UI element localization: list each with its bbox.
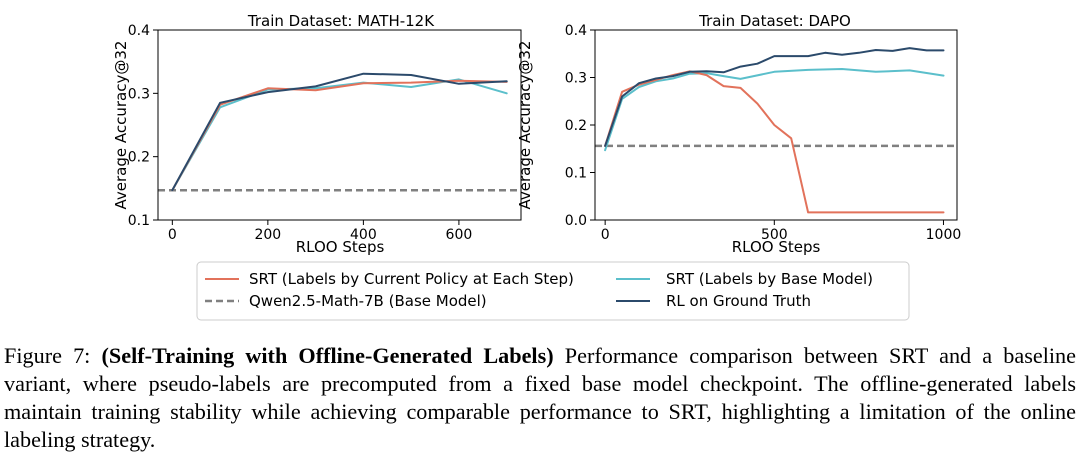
y-tick-label: 0.3 <box>565 71 587 87</box>
y-tick-label: 0.1 <box>128 213 150 229</box>
y-tick-label: 0.2 <box>565 118 587 134</box>
x-axis-label: RLOO Steps <box>732 238 821 256</box>
caption-title: (Self-Training with Offline-Generated La… <box>101 343 554 368</box>
figure-caption: Figure 7: (Self-Training with Offline-Ge… <box>4 342 1076 454</box>
caption-text: Performance comparison between SRT and a… <box>4 343 1076 452</box>
caption-label: Figure 7: <box>4 343 91 368</box>
y-tick-label: 0.4 <box>128 23 150 39</box>
x-tick-label: 0 <box>601 227 610 243</box>
chart-title: Train Dataset: DAPO <box>698 12 851 30</box>
legend-frame <box>196 261 910 321</box>
plot-frame <box>594 29 958 221</box>
y-tick-label: 0.2 <box>128 150 150 166</box>
y-tick-label: 0.3 <box>128 86 150 102</box>
series-line-rl-gt <box>171 72 508 192</box>
legend-label-baseline: Qwen2.5-Math-7B (Base Model) <box>249 292 487 310</box>
x-tick-label: 0 <box>168 227 177 243</box>
series-line-rl-gt <box>604 47 945 147</box>
series-line-srt-base <box>604 68 945 152</box>
chart-math12k: Train Dataset: MATH-12K Average Accuracy… <box>112 12 522 256</box>
chart-title: Train Dataset: MATH-12K <box>247 12 435 30</box>
y-tick-label: 0.1 <box>565 166 587 182</box>
plot-frame <box>157 29 522 221</box>
series-line-srt-base <box>171 78 508 192</box>
x-tick-label: 200 <box>254 227 281 243</box>
figure: Train Dataset: MATH-12K Average Accuracy… <box>112 12 961 321</box>
x-tick-label: 400 <box>350 227 377 243</box>
series-line-srt-current <box>604 70 945 214</box>
y-tick-label: 0.0 <box>565 213 587 229</box>
legend-label-srt-base: SRT (Labels by Base Model) <box>666 270 873 288</box>
y-tick-label: 0.4 <box>565 23 587 39</box>
y-axis-label: Average Accuracy@32 <box>516 41 534 210</box>
x-tick-label: 500 <box>761 227 788 243</box>
y-axis-label: Average Accuracy@32 <box>112 41 130 210</box>
legend-label-rl-gt: RL on Ground Truth <box>666 292 811 310</box>
chart-dapo: Train Dataset: DAPO Average Accuracy@32 … <box>516 12 961 256</box>
x-axis-label: RLOO Steps <box>296 238 385 256</box>
x-tick-label: 600 <box>446 227 473 243</box>
legend-label-srt-current: SRT (Labels by Current Policy at Each St… <box>249 270 574 288</box>
x-tick-label: 1000 <box>926 227 962 243</box>
legend: SRT (Labels by Current Policy at Each St… <box>196 261 910 321</box>
series-line-srt-current <box>171 79 508 192</box>
